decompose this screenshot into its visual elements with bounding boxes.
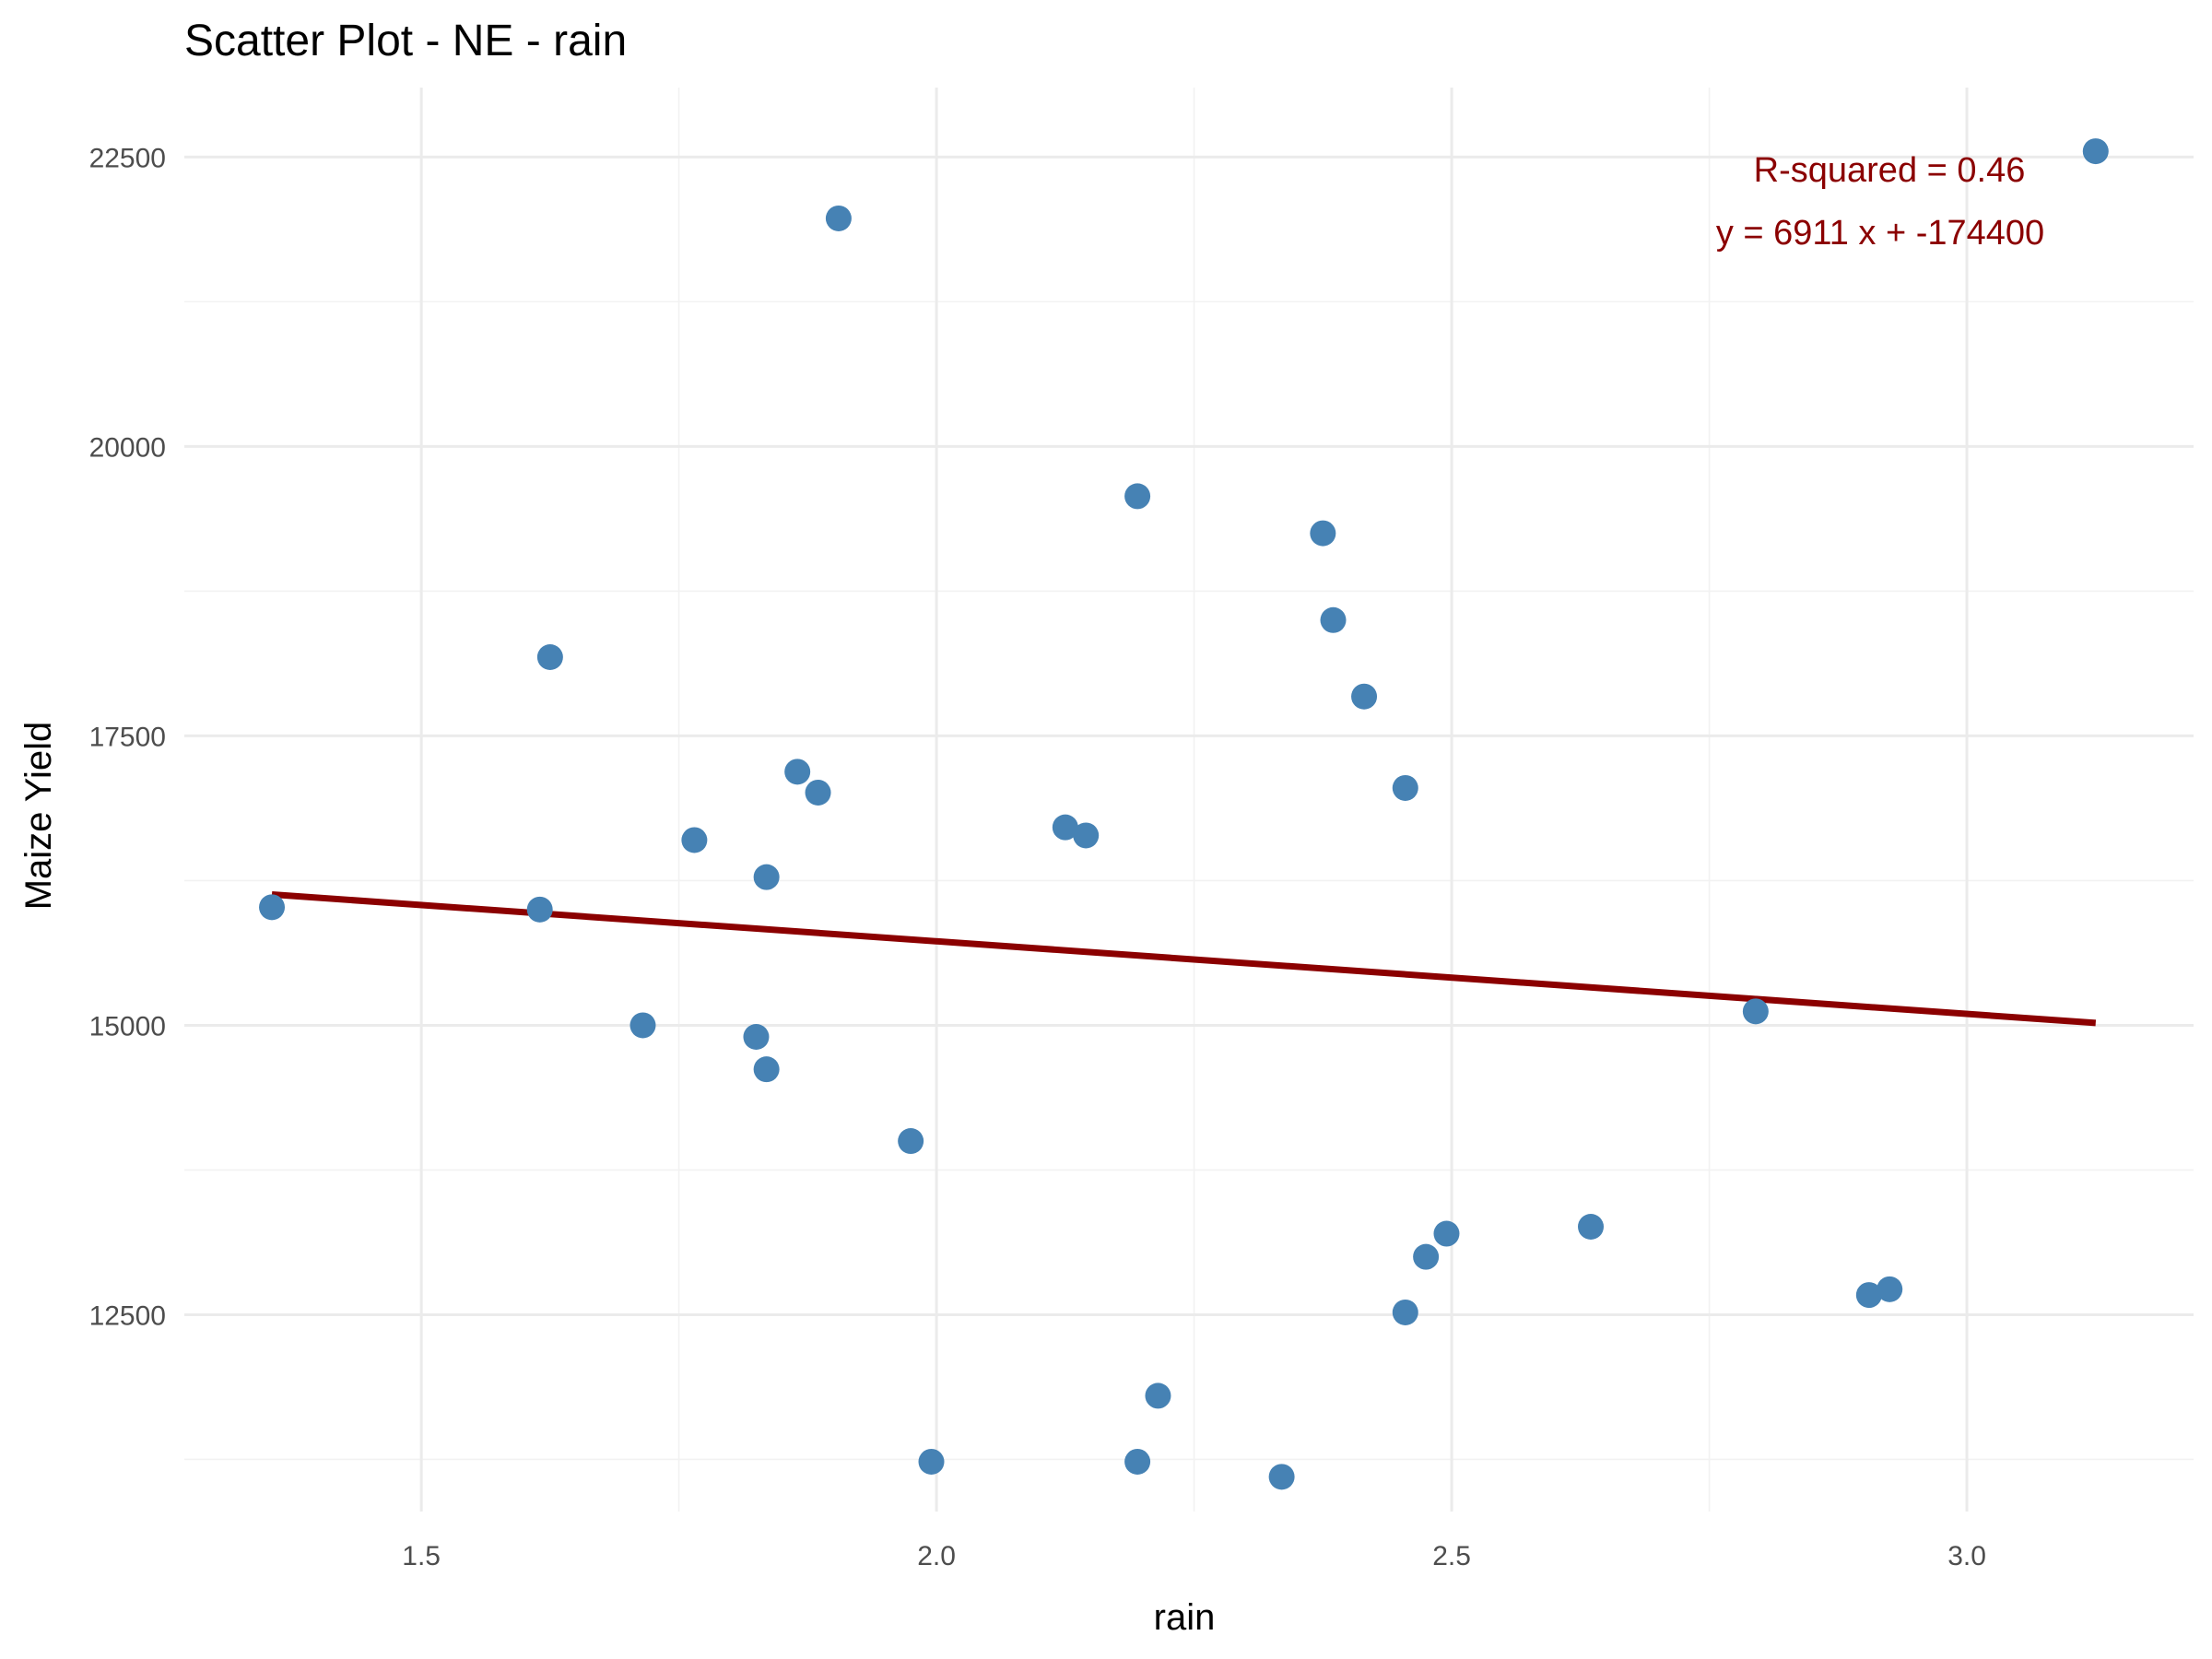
data-point	[743, 1024, 770, 1050]
grid	[184, 88, 2194, 1512]
data-point	[918, 1448, 945, 1475]
data-point	[1578, 1214, 1604, 1240]
y-tick-label: 15000	[89, 1011, 166, 1041]
data-point	[259, 894, 286, 921]
data-point	[753, 1056, 780, 1083]
data-point	[805, 779, 831, 806]
data-point	[1413, 1243, 1440, 1270]
data-point	[1392, 774, 1418, 801]
r-squared-annotation: R-squared = 0.46	[1754, 151, 2026, 190]
data-point	[1351, 683, 1378, 710]
data-point	[536, 644, 563, 670]
y-axis-title: Maize Yield	[18, 722, 59, 911]
x-axis-ticks: 1.5 2.0 2.5 3.0	[402, 1541, 1986, 1571]
data-point	[1268, 1464, 1295, 1490]
x-tick-label: 2.5	[1432, 1541, 1471, 1571]
data-point	[1145, 1382, 1171, 1409]
chart-title: Scatter Plot - NE - rain	[184, 17, 627, 65]
data-point	[2082, 138, 2109, 165]
data-point	[1124, 483, 1151, 510]
data-point	[1124, 1448, 1151, 1475]
data-point	[526, 896, 553, 923]
y-axis-ticks: 12500 15000 17500 20000 22500	[89, 143, 166, 1331]
data-point	[784, 759, 811, 785]
trend-line-group	[271, 891, 2097, 1027]
data-point	[898, 1128, 924, 1155]
points-group	[259, 138, 2109, 1490]
data-point	[681, 827, 708, 853]
data-point	[1877, 1276, 1903, 1302]
data-point	[629, 1012, 656, 1039]
data-point	[1392, 1299, 1418, 1325]
data-point	[825, 205, 852, 231]
y-tick-label: 20000	[89, 432, 166, 463]
equation-annotation: y = 6911 x + -174400	[1716, 214, 2044, 253]
y-tick-label: 12500	[89, 1300, 166, 1331]
trend-line	[271, 891, 2097, 1027]
data-point	[1310, 520, 1336, 547]
data-point	[1433, 1220, 1460, 1247]
data-point	[1052, 814, 1078, 841]
data-point	[1073, 822, 1100, 849]
data-point	[1855, 1282, 1882, 1309]
y-tick-label: 17500	[89, 722, 166, 752]
x-tick-label: 1.5	[402, 1541, 441, 1571]
x-axis-title: rain	[1154, 1597, 1216, 1638]
data-point	[1742, 998, 1769, 1025]
x-tick-label: 2.0	[917, 1541, 956, 1571]
x-tick-label: 3.0	[1947, 1541, 1986, 1571]
y-tick-label: 22500	[89, 143, 166, 173]
data-point	[753, 864, 780, 890]
data-point	[1320, 606, 1347, 633]
